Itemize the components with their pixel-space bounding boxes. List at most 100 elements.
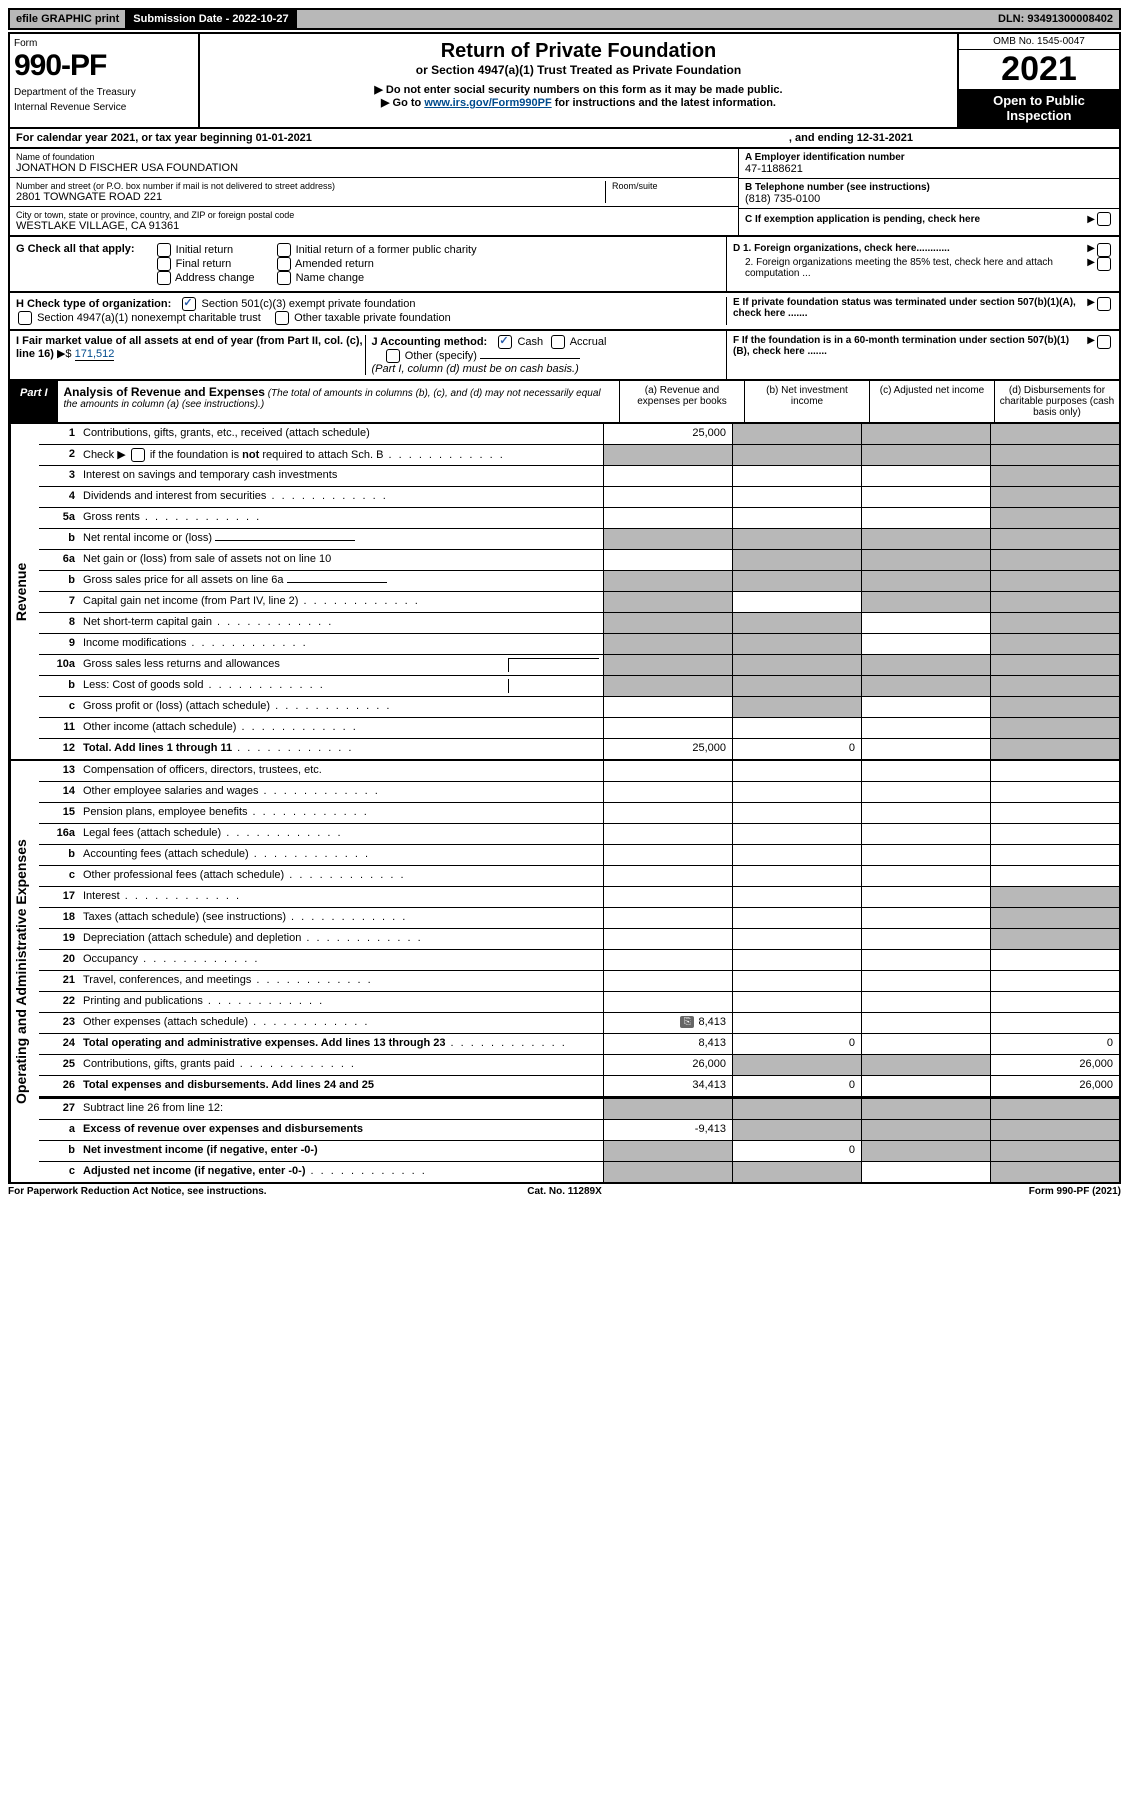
d2-checkbox[interactable]	[1097, 257, 1111, 271]
submission-date: Submission Date - 2022-10-27	[125, 10, 296, 28]
f-checkbox[interactable]	[1097, 335, 1111, 349]
initial-return-checkbox[interactable]	[157, 243, 171, 257]
initial-former-checkbox[interactable]	[277, 243, 291, 257]
row-6b-label: Gross sales price for all assets on line…	[79, 571, 603, 591]
form-title: Return of Private Foundation	[206, 40, 951, 63]
row-15-label: Pension plans, employee benefits	[79, 803, 603, 823]
section-h: H Check type of organization: Section 50…	[8, 293, 1121, 331]
row-4-label: Dividends and interest from securities	[79, 487, 603, 507]
row-24-col-d: 0	[990, 1034, 1119, 1054]
name-change-label: Name change	[296, 272, 365, 284]
j-label: J Accounting method:	[372, 336, 488, 348]
omb-number: OMB No. 1545-0047	[959, 34, 1119, 50]
city-label: City or town, state or province, country…	[16, 210, 732, 220]
row-26-col-a: 34,413	[603, 1076, 732, 1096]
amended-return-checkbox[interactable]	[277, 257, 291, 271]
row-1-col-d	[990, 424, 1119, 444]
form-header: Form 990-PF Department of the Treasury I…	[8, 32, 1121, 129]
row-7-label: Capital gain net income (from Part IV, l…	[79, 592, 603, 612]
row-5a-label: Gross rents	[79, 508, 603, 528]
row-12-label: Total. Add lines 1 through 11	[79, 739, 603, 759]
footer-right: Form 990-PF (2021)	[750, 1186, 1121, 1197]
arrow-icon: ▶	[1087, 297, 1095, 325]
arrow-icon: ▶	[1087, 335, 1095, 375]
arrow-icon: ▶	[1087, 214, 1095, 225]
form-number: 990-PF	[14, 49, 194, 83]
row-24-col-b: 0	[732, 1034, 861, 1054]
d1-checkbox[interactable]	[1097, 243, 1111, 257]
row-23-col-a: ⎘8,413	[603, 1013, 732, 1033]
row-5b-label: Net rental income or (loss)	[79, 529, 603, 549]
row-24-col-a: 8,413	[603, 1034, 732, 1054]
amended-return-label: Amended return	[295, 258, 374, 270]
initial-former-label: Initial return of a former public charit…	[296, 244, 477, 256]
row-27b-col-b: 0	[732, 1141, 861, 1161]
row-13-label: Compensation of officers, directors, tru…	[79, 761, 603, 781]
expenses-table: Operating and Administrative Expenses 13…	[8, 761, 1121, 1184]
footer-left: For Paperwork Reduction Act Notice, see …	[8, 1186, 379, 1197]
row-2-label: Check ▶ if the foundation is not require…	[79, 445, 603, 465]
col-d-header: (d) Disbursements for charitable purpose…	[994, 381, 1119, 422]
cash-checkbox[interactable]	[498, 335, 512, 349]
street-address: 2801 TOWNGATE ROAD 221	[16, 191, 605, 203]
irs-link[interactable]: www.irs.gov/Form990PF	[424, 97, 551, 109]
foundation-info: Name of foundation JONATHON D FISCHER US…	[8, 149, 1121, 237]
calendar-begin: For calendar year 2021, or tax year begi…	[16, 132, 312, 144]
other-taxable-checkbox[interactable]	[275, 311, 289, 325]
accrual-checkbox[interactable]	[551, 335, 565, 349]
sch-b-checkbox[interactable]	[131, 448, 145, 462]
row-6a-label: Net gain or (loss) from sale of assets n…	[79, 550, 603, 570]
accrual-label: Accrual	[570, 336, 607, 348]
part-description: Analysis of Revenue and Expenses (The to…	[58, 381, 619, 422]
room-label: Room/suite	[612, 181, 732, 191]
d1-label: D 1. Foreign organizations, check here..…	[733, 243, 950, 254]
instruction-1: ▶ Do not enter social security numbers o…	[374, 84, 782, 96]
phone-label: B Telephone number (see instructions)	[745, 182, 1113, 193]
dln-label: DLN: 93491300008402	[992, 10, 1119, 28]
501c3-checkbox[interactable]	[182, 297, 196, 311]
row-16a-label: Legal fees (attach schedule)	[79, 824, 603, 844]
address-label: Number and street (or P.O. box number if…	[16, 181, 605, 191]
expenses-side-label: Operating and Administrative Expenses	[10, 761, 39, 1182]
ein-label: A Employer identification number	[745, 152, 1113, 163]
form-label: Form	[14, 38, 194, 49]
fmv-value: 171,512	[75, 348, 115, 361]
other-method-checkbox[interactable]	[386, 349, 400, 363]
name-change-checkbox[interactable]	[277, 271, 291, 285]
row-26-label: Total expenses and disbursements. Add li…	[79, 1076, 603, 1096]
final-return-checkbox[interactable]	[157, 257, 171, 271]
f-label: F If the foundation is in a 60-month ter…	[733, 335, 1069, 357]
ein-value: 47-1188621	[745, 163, 1113, 175]
exemption-checkbox[interactable]	[1097, 212, 1111, 226]
open-public-label: Open to Public Inspection	[959, 89, 1119, 127]
address-change-checkbox[interactable]	[157, 271, 171, 285]
e-checkbox[interactable]	[1097, 297, 1111, 311]
i-label: I Fair market value of all assets at end…	[16, 335, 363, 360]
instruction-2-post: for instructions and the latest informat…	[552, 97, 776, 109]
row-10a-label: Gross sales less returns and allowances	[79, 655, 603, 675]
row-16b-label: Accounting fees (attach schedule)	[79, 845, 603, 865]
row-27a-col-a: -9,413	[603, 1120, 732, 1140]
attachment-icon[interactable]: ⎘	[680, 1016, 694, 1028]
row-3-label: Interest on savings and temporary cash i…	[79, 466, 603, 486]
row-19-label: Depreciation (attach schedule) and deple…	[79, 929, 603, 949]
h-label: H Check type of organization:	[16, 298, 171, 310]
g-label: G Check all that apply:	[16, 243, 135, 255]
header-left: Form 990-PF Department of the Treasury I…	[10, 34, 200, 127]
row-20-label: Occupancy	[79, 950, 603, 970]
final-return-label: Final return	[176, 258, 232, 270]
row-25-col-d: 26,000	[990, 1055, 1119, 1075]
calendar-year-row: For calendar year 2021, or tax year begi…	[8, 129, 1121, 149]
row-27a-label: Excess of revenue over expenses and disb…	[79, 1120, 603, 1140]
name-label: Name of foundation	[16, 152, 732, 162]
row-11-label: Other income (attach schedule)	[79, 718, 603, 738]
other-method-label: Other (specify)	[405, 350, 477, 362]
col-a-header: (a) Revenue and expenses per books	[619, 381, 744, 422]
phone-value: (818) 735-0100	[745, 193, 1113, 205]
city-state-zip: WESTLAKE VILLAGE, CA 91361	[16, 220, 732, 232]
foundation-name: JONATHON D FISCHER USA FOUNDATION	[16, 162, 732, 174]
4947-checkbox[interactable]	[18, 311, 32, 325]
row-17-label: Interest	[79, 887, 603, 907]
row-25-label: Contributions, gifts, grants paid	[79, 1055, 603, 1075]
4947-label: Section 4947(a)(1) nonexempt charitable …	[37, 312, 261, 324]
